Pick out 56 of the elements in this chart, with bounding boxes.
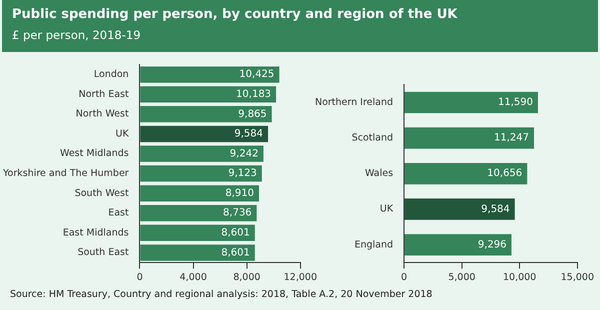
chart-subtitle: £ per person, 2018-19 <box>12 28 141 42</box>
y-tick-label: UK <box>116 128 130 140</box>
data-label: 10,183 <box>236 88 272 100</box>
bar <box>140 224 255 242</box>
bar <box>404 127 534 149</box>
bar <box>404 162 528 184</box>
bar <box>140 205 257 222</box>
data-label: 8,601 <box>221 228 250 239</box>
y-tick-label: East Midlands <box>62 227 129 238</box>
bar <box>140 126 268 142</box>
data-label: 11,590 <box>498 97 533 108</box>
y-tick-label: South East <box>78 247 129 258</box>
bar <box>140 244 255 261</box>
bar <box>140 106 272 122</box>
y-tick-label: North West <box>76 108 129 120</box>
data-label: 10,656 <box>487 168 522 180</box>
x-tick-label: 10,000 <box>502 272 536 283</box>
chart-title: Public spending per person, by country and region of the UK <box>12 7 458 22</box>
bar <box>140 146 264 162</box>
data-label: 9,584 <box>481 204 510 215</box>
bar <box>140 66 280 83</box>
x-tick-label: 0 <box>136 272 143 283</box>
data-label: 11,247 <box>494 132 530 144</box>
y-tick-label: Yorkshire and The Humber <box>2 168 129 180</box>
y-tick-label: London <box>94 69 129 80</box>
y-tick-label: UK <box>380 204 394 215</box>
y-tick-label: West Midlands <box>60 148 129 160</box>
source-note: Source: HM Treasury, Country and regional analysis: 2018, Table A.2, 20 November 2018 <box>10 289 432 300</box>
y-tick-label: Scotland <box>352 132 394 144</box>
bar <box>140 165 262 182</box>
bar <box>404 92 538 114</box>
x-tick-label: 5,000 <box>448 272 476 283</box>
x-tick-label: 12,000 <box>284 272 318 283</box>
bar <box>140 86 276 102</box>
data-label: 8,910 <box>225 188 254 199</box>
x-tick-label: 0 <box>401 272 408 283</box>
bar <box>404 234 512 256</box>
data-label: 8,601 <box>221 247 250 258</box>
x-tick-label: 4,000 <box>180 272 207 283</box>
x-tick-label: 8,000 <box>233 272 260 283</box>
data-label: 9,123 <box>228 168 257 180</box>
data-label: 9,296 <box>478 239 506 250</box>
data-label: 9,584 <box>234 128 264 140</box>
data-label: 9,242 <box>230 148 258 160</box>
y-tick-label: East <box>108 208 129 219</box>
data-label: 8,736 <box>223 208 252 219</box>
bar <box>404 198 515 220</box>
y-tick-label: South West <box>74 188 129 199</box>
data-label: 9,865 <box>238 108 267 120</box>
y-tick-label: Wales <box>365 168 394 180</box>
y-tick-label: England <box>354 239 394 250</box>
x-tick-label: 15,000 <box>560 272 594 283</box>
y-tick-label: Northern Ireland <box>314 96 394 108</box>
y-tick-label: North East <box>78 88 129 100</box>
data-label: 10,425 <box>239 69 274 80</box>
bar <box>140 185 260 202</box>
